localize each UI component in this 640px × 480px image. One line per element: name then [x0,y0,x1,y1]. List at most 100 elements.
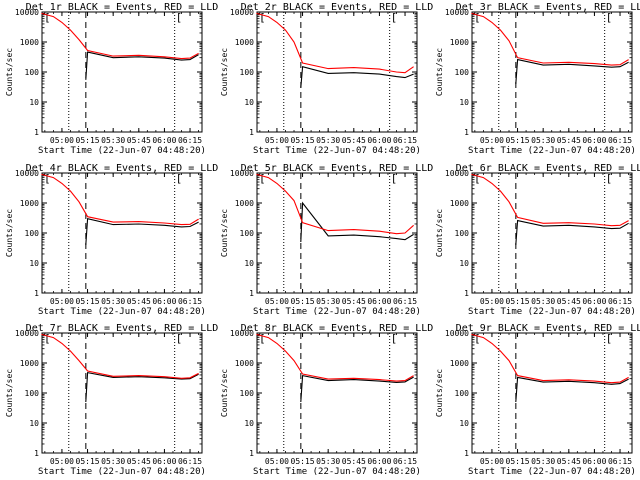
x-tick-label: 06:00 [367,297,391,306]
y-tick-label: 1 [464,449,469,458]
x-tick-label: 05:15 [506,136,530,145]
x-tick-label: 06:00 [367,457,391,466]
lld-series-line [256,12,414,74]
x-tick-label: 05:00 [480,297,504,306]
panel-title: Det 6r BLACK = Events, RED = LLD [456,163,640,174]
y-tick-label: 10 [29,419,39,428]
x-tick-label: 05:00 [265,457,289,466]
x-axis-label: Start Time (22-Jun-07 04:48:20) [38,307,206,317]
y-axis-label: Counts/sec [435,48,444,96]
x-tick-label: 06:15 [178,297,202,306]
x-tick-label: 05:45 [342,297,366,306]
panel-title: Det 9r BLACK = Events, RED = LLD [456,323,640,334]
panel-det-6: Det 6r BLACK = Events, RED = LLD 1 10 100 10… [435,163,640,317]
y-axis-label: Counts/sec [435,369,444,417]
right-bracket-marker: [ [391,172,398,185]
plot-frame [256,11,418,133]
y-tick-label: 10000 [445,8,469,17]
x-axis-label: Start Time (22-Jun-07 04:48:20) [253,307,421,317]
lld-series-line [256,333,414,382]
x-tick-label: 05:00 [265,297,289,306]
y-tick-label: 10000 [15,169,39,178]
panel-det-7: Det 7r BLACK = Events, RED = LLD 1 10 100 10… [5,323,218,477]
x-tick-label: 06:15 [393,457,417,466]
left-bracket-marker: [ [44,332,51,345]
x-tick-label: 06:00 [582,297,606,306]
x-axis-label: Start Time (22-Jun-07 04:48:20) [38,146,206,156]
left-bracket-marker: [ [259,332,266,345]
y-tick-label: 1000 [235,359,254,368]
x-tick-label: 05:45 [342,457,366,466]
events-series-line [515,376,629,403]
y-tick-label: 1 [249,289,254,298]
x-tick-label: 05:45 [127,457,151,466]
x-tick-label: 05:30 [316,136,340,145]
panel-det-2: Det 2r BLACK = Events, RED = LLD 1 10 100 10… [220,2,433,156]
x-tick-label: 05:30 [101,136,125,145]
left-bracket-marker: [ [474,11,481,24]
y-tick-label: 1 [464,128,469,137]
y-tick-label: 10 [29,259,39,268]
x-tick-label: 05:00 [50,297,74,306]
y-tick-label: 1000 [235,38,254,47]
x-tick-label: 05:00 [265,136,289,145]
y-tick-label: 10 [244,98,254,107]
x-tick-label: 05:15 [76,136,100,145]
panel-title: Det 1r BLACK = Events, RED = LLD [26,2,219,13]
y-tick-label: 1 [34,128,39,137]
panel-title: Det 3r BLACK = Events, RED = LLD [456,2,640,13]
y-tick-label: 10000 [15,8,39,17]
events-series-line [85,51,199,80]
panel-det-3: Det 3r BLACK = Events, RED = LLD 1 10 100 10… [435,2,640,156]
left-bracket-marker: [ [474,172,481,185]
y-tick-label: 1 [464,289,469,298]
y-tick-label: 10000 [230,8,254,17]
y-tick-label: 1000 [235,199,254,208]
y-tick-label: 100 [25,389,40,398]
lld-series-line [41,173,199,226]
y-tick-label: 10000 [15,329,39,338]
panel-title: Det 8r BLACK = Events, RED = LLD [241,323,434,334]
x-tick-label: 06:15 [608,136,632,145]
x-tick-label: 06:00 [582,136,606,145]
panel-title: Det 4r BLACK = Events, RED = LLD [26,163,219,174]
x-tick-label: 05:15 [291,297,315,306]
x-tick-label: 05:00 [50,136,74,145]
y-tick-label: 10000 [230,329,254,338]
y-axis-label: Counts/sec [220,48,229,96]
y-tick-label: 10 [244,259,254,268]
x-tick-label: 05:30 [531,136,555,145]
y-tick-label: 10 [459,259,469,268]
x-axis-label: Start Time (22-Jun-07 04:48:20) [38,467,206,477]
x-tick-label: 05:15 [76,457,100,466]
plot-frame [41,11,203,133]
right-bracket-marker: [ [391,11,398,24]
x-tick-label: 06:15 [178,457,202,466]
panel-title: Det 7r BLACK = Events, RED = LLD [26,323,219,334]
right-bracket-marker: [ [606,332,613,345]
panel-title: Det 2r BLACK = Events, RED = LLD [241,2,434,13]
y-axis-label: Counts/sec [435,209,444,257]
x-tick-label: 05:45 [557,297,581,306]
x-tick-label: 05:30 [101,297,125,306]
x-tick-label: 05:15 [506,457,530,466]
y-tick-label: 10 [29,98,39,107]
events-series-line [85,371,199,403]
y-tick-label: 1000 [20,199,39,208]
x-tick-label: 06:00 [152,136,176,145]
x-tick-label: 06:00 [152,297,176,306]
x-tick-label: 06:00 [367,136,391,145]
right-bracket-marker: [ [176,332,183,345]
x-axis-label: Start Time (22-Jun-07 04:48:20) [253,467,421,477]
panel-det-5: Det 5r BLACK = Events, RED = LLD 1 10 100 10… [220,163,433,317]
y-tick-label: 100 [25,229,40,238]
events-series-line [300,201,414,243]
y-tick-label: 10000 [445,169,469,178]
y-tick-label: 10 [244,419,254,428]
panel-det-1: Det 1r BLACK = Events, RED = LLD 1 10 100 10… [5,2,218,156]
x-tick-label: 05:00 [50,457,74,466]
x-tick-label: 05:45 [342,136,366,145]
left-bracket-marker: [ [259,11,266,24]
y-tick-label: 1000 [450,359,469,368]
